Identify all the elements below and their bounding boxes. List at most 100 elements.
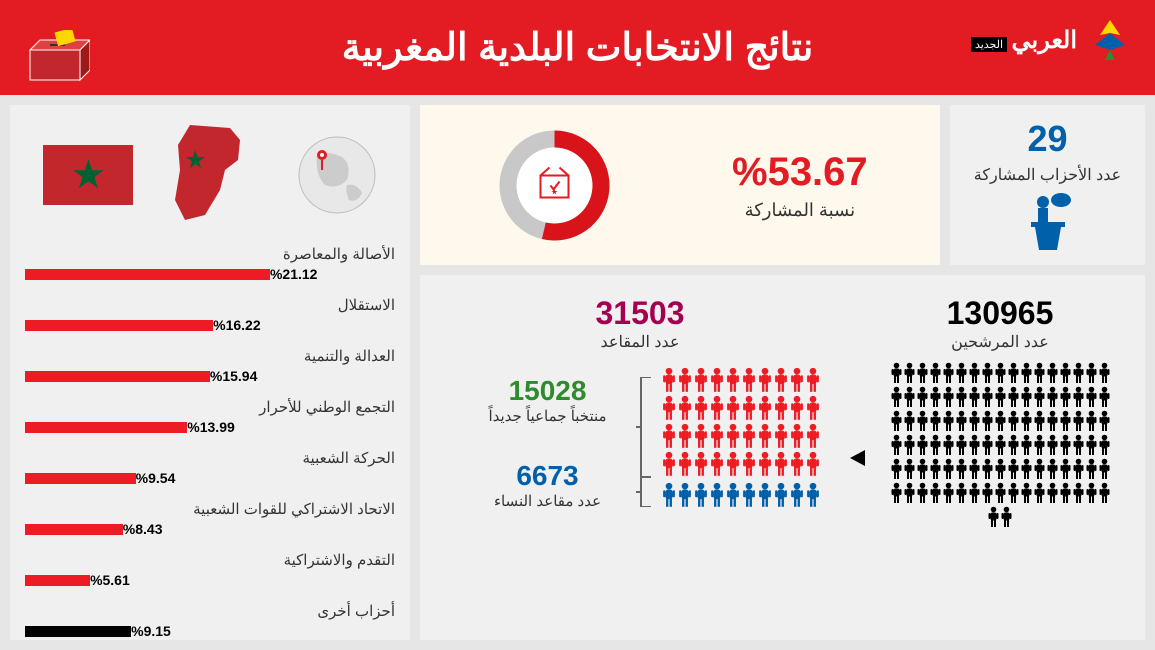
person-icon	[742, 482, 756, 508]
person-icon	[742, 395, 756, 421]
person-icon	[1034, 410, 1045, 432]
bar-fill	[25, 320, 213, 331]
person-icon	[1008, 386, 1019, 408]
bar-fill	[25, 524, 123, 535]
person-icon	[758, 482, 772, 508]
person-icon	[694, 451, 708, 477]
person-icon	[790, 395, 804, 421]
bar-row: الاتحاد الاشتراكي للقوات الشعبية %8.43	[25, 500, 395, 537]
morocco-flag-icon: ★	[43, 145, 133, 205]
person-icon	[694, 482, 708, 508]
person-icon	[774, 395, 788, 421]
person-icon	[790, 367, 804, 393]
arrow-divider	[840, 295, 875, 620]
candidates-label: عدد المرشحين	[875, 332, 1125, 352]
ballot-box-icon	[20, 30, 90, 85]
bar-pct: %21.12	[270, 266, 332, 282]
podium-icon	[1023, 192, 1073, 252]
person-icon	[917, 410, 928, 432]
person-icon	[1034, 434, 1045, 456]
person-icon	[943, 458, 954, 480]
new-elected-count: 15028	[488, 375, 606, 407]
person-icon	[982, 362, 993, 384]
person-icon	[904, 482, 915, 504]
right-panel: 29 عدد الأحزاب المشاركة %53.67 نسبة المش…	[420, 105, 1145, 640]
seats-count: 31503	[460, 295, 820, 332]
person-icon	[1008, 458, 1019, 480]
person-icon	[956, 458, 967, 480]
logo-text: العربي	[1012, 27, 1077, 54]
person-icon	[806, 482, 820, 508]
person-icon	[710, 482, 724, 508]
person-icon	[904, 458, 915, 480]
person-icon	[904, 386, 915, 408]
bar-row: الاستقلال %16.22	[25, 296, 395, 333]
left-panel: ★ الأصالة والمعاصرة %21.12 الاستقلال %16…	[10, 105, 410, 640]
bar-label: الاستقلال	[25, 296, 395, 314]
content: 29 عدد الأحزاب المشاركة %53.67 نسبة المش…	[0, 95, 1155, 650]
person-icon	[1073, 362, 1084, 384]
bar-label: الحركة الشعبية	[25, 449, 395, 467]
person-icon	[1099, 386, 1110, 408]
person-icon	[1034, 386, 1045, 408]
morocco-map-icon	[170, 120, 260, 230]
person-icon	[774, 451, 788, 477]
person-icon	[790, 482, 804, 508]
person-icon	[930, 362, 941, 384]
bar-row: أحزاب أخرى %9.15	[25, 602, 395, 639]
person-icon	[678, 482, 692, 508]
person-icon	[943, 482, 954, 504]
person-icon	[969, 386, 980, 408]
person-icon	[956, 434, 967, 456]
parties-box: 29 عدد الأحزاب المشاركة	[950, 105, 1145, 265]
person-icon	[1008, 434, 1019, 456]
person-icon	[969, 458, 980, 480]
parties-count: 29	[1027, 118, 1067, 160]
page-title: نتائج الانتخابات البلدية المغربية	[342, 25, 814, 70]
bars-chart: الأصالة والمعاصرة %21.12 الاستقلال %16.2…	[25, 245, 395, 639]
person-icon	[917, 482, 928, 504]
person-icon	[969, 410, 980, 432]
morocco-section: ★	[25, 115, 395, 235]
person-icon	[726, 395, 740, 421]
person-icon	[1047, 362, 1058, 384]
person-icon	[790, 451, 804, 477]
svg-text:★: ★	[551, 187, 558, 196]
person-icon	[1086, 458, 1097, 480]
new-elected-label: منتخباً جماعياً جديداً	[488, 407, 606, 425]
person-icon	[1099, 434, 1110, 456]
person-icon	[1099, 410, 1110, 432]
person-icon	[930, 434, 941, 456]
person-icon	[1047, 386, 1058, 408]
person-icon	[774, 482, 788, 508]
person-icon	[988, 506, 999, 528]
person-icon	[1099, 458, 1110, 480]
person-icon	[1060, 362, 1071, 384]
bar-row: الأصالة والمعاصرة %21.12	[25, 245, 395, 282]
logo-sub: الجديد	[971, 37, 1007, 52]
person-icon	[710, 395, 724, 421]
person-icon	[982, 410, 993, 432]
person-icon	[969, 362, 980, 384]
person-icon	[806, 367, 820, 393]
bar-row: الحركة الشعبية %9.54	[25, 449, 395, 486]
parties-label: عدد الأحزاب المشاركة	[974, 165, 1121, 187]
person-icon	[1073, 458, 1084, 480]
top-row: 29 عدد الأحزاب المشاركة %53.67 نسبة المش…	[420, 105, 1145, 265]
person-icon	[995, 434, 1006, 456]
person-icon	[930, 482, 941, 504]
person-icon	[956, 410, 967, 432]
person-icon	[995, 458, 1006, 480]
seats-section: 31503 عدد المقاعد 15028	[440, 295, 840, 620]
person-icon	[1021, 482, 1032, 504]
person-icon	[1021, 386, 1032, 408]
person-icon	[1073, 434, 1084, 456]
person-icon	[1073, 386, 1084, 408]
bar-label: العدالة والتنمية	[25, 347, 395, 365]
person-icon	[662, 395, 676, 421]
candidates-section: 130965 عدد المرشحين	[875, 295, 1125, 620]
person-icon	[1086, 482, 1097, 504]
person-icon	[956, 482, 967, 504]
person-icon	[943, 386, 954, 408]
person-icon	[726, 482, 740, 508]
